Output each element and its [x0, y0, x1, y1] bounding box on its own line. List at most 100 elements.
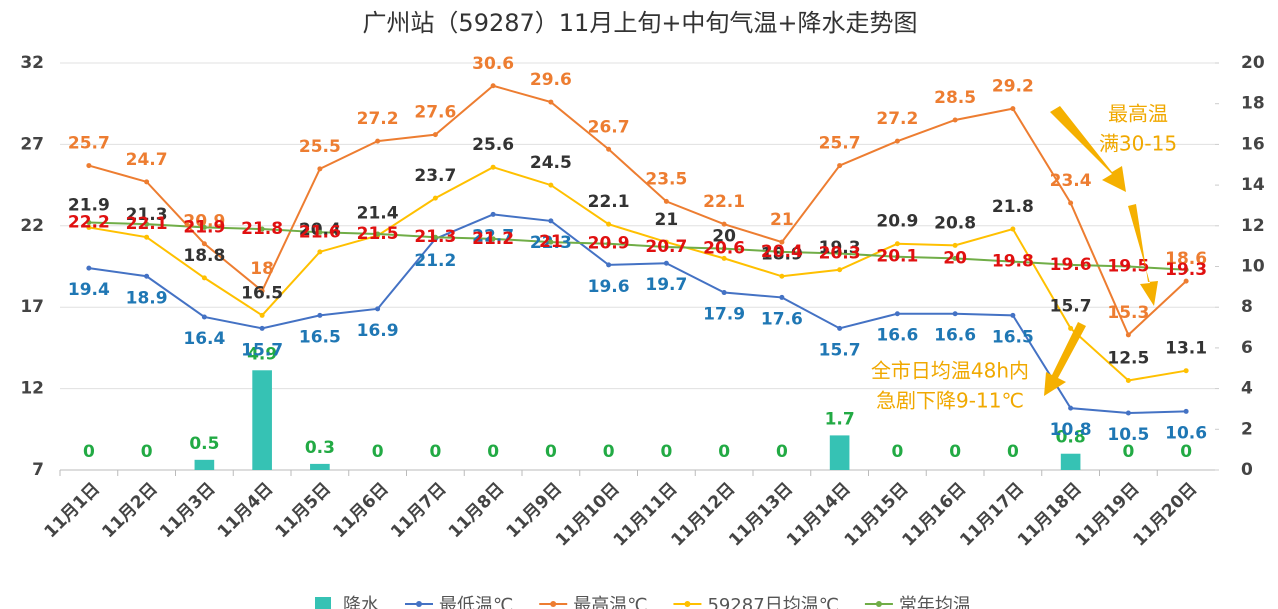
- value-label: 27.6: [414, 103, 456, 123]
- value-label: 19.8: [992, 252, 1034, 272]
- value-label: 22.1: [126, 214, 168, 234]
- point: [259, 325, 265, 331]
- value-label: 21.9: [183, 217, 225, 237]
- value-label: 0: [1122, 442, 1134, 462]
- point: [432, 132, 438, 138]
- value-label: 29.6: [530, 70, 572, 90]
- point: [779, 273, 785, 279]
- value-label: 30.6: [472, 54, 514, 74]
- point: [952, 117, 958, 123]
- point: [490, 83, 496, 89]
- value-label: 16.6: [934, 326, 976, 346]
- x-tick-label: 11月8日: [445, 479, 508, 542]
- value-label: 16.5: [992, 327, 1034, 347]
- value-label: 20.1: [876, 247, 918, 267]
- point: [1125, 264, 1131, 269]
- point: [548, 239, 554, 245]
- value-label: 23.7: [414, 166, 456, 186]
- value-label: 18.6: [1165, 249, 1207, 269]
- value-label: 27.2: [876, 109, 918, 129]
- value-label: 19.5: [1107, 257, 1149, 277]
- x-tick-label: 11月20日: [1130, 479, 1202, 551]
- value-label: 23.4: [1050, 171, 1092, 191]
- point: [86, 224, 92, 230]
- value-label: 20.8: [934, 213, 976, 233]
- value-label: 21.3: [126, 205, 168, 225]
- bar: [194, 459, 215, 470]
- value-label: 4.9: [247, 344, 277, 364]
- x-tick-label: 11月4日: [214, 479, 277, 542]
- legend-swatch: [416, 601, 422, 607]
- point: [894, 254, 900, 260]
- point: [144, 221, 150, 227]
- value-label: 21: [770, 210, 794, 230]
- value-label: 25.5: [299, 137, 341, 157]
- line: [88, 84, 1187, 337]
- value-label: 27.2: [357, 109, 399, 129]
- point: [1010, 226, 1016, 232]
- point: [1183, 408, 1189, 414]
- point: [1010, 312, 1016, 318]
- point: [1125, 377, 1131, 383]
- value-label: 19.6: [1050, 255, 1092, 275]
- point: [1125, 410, 1131, 416]
- value-label: 22.1: [703, 192, 745, 212]
- legend-swatch: [875, 601, 882, 607]
- y2-tick-label: 14: [1241, 175, 1265, 195]
- point: [606, 241, 612, 247]
- value-label: 21.8: [992, 197, 1034, 217]
- annotation: 全市日均温48h内: [871, 359, 1029, 383]
- value-label: 20.9: [183, 212, 225, 232]
- value-label: 16.4: [183, 329, 225, 349]
- value-label: 25.7: [68, 134, 110, 154]
- value-label: 22.1: [588, 192, 630, 212]
- point: [432, 195, 438, 201]
- value-label: 20.6: [703, 239, 745, 259]
- value-label: 21.2: [472, 229, 514, 249]
- point: [606, 262, 612, 268]
- y-tick-label: 17: [20, 297, 44, 317]
- y2-tick-label: 4: [1241, 379, 1253, 399]
- value-label: 1.7: [825, 409, 855, 429]
- value-label: 10.5: [1107, 425, 1149, 445]
- value-label: 15.7: [1050, 296, 1092, 316]
- value-label: 0.8: [1056, 428, 1086, 448]
- x-tick-label: 11月1日: [41, 479, 104, 542]
- value-label: 0: [718, 442, 730, 462]
- value-label: 18: [250, 259, 274, 279]
- line: [88, 213, 1187, 415]
- value-label: 15.3: [1107, 303, 1149, 323]
- value-label: 20: [943, 248, 967, 268]
- value-label: 0: [372, 442, 384, 462]
- y-tick-label: 32: [20, 53, 44, 73]
- value-label: 26.7: [588, 117, 630, 137]
- point: [663, 244, 669, 250]
- legend-swatch: [315, 597, 331, 609]
- value-label: 19.3: [819, 238, 861, 258]
- point: [663, 198, 669, 204]
- point: [894, 138, 900, 144]
- bar: [1060, 453, 1081, 470]
- value-label: 20.9: [876, 212, 918, 232]
- point: [86, 220, 92, 226]
- value-label: 10.6: [1165, 423, 1207, 443]
- arrow: [1128, 204, 1158, 306]
- point: [259, 288, 265, 294]
- value-label: 21.5: [357, 224, 399, 244]
- arrow: [1044, 322, 1086, 396]
- point: [1125, 332, 1131, 338]
- point: [1010, 106, 1016, 112]
- point: [779, 239, 785, 245]
- point: [1183, 278, 1189, 284]
- value-label: 0: [891, 442, 903, 462]
- x-tick-label: 11月6日: [329, 479, 392, 542]
- legend-label: 最高温℃: [573, 595, 647, 609]
- value-label: 19.4: [68, 280, 110, 300]
- legend: 降水 最低温℃ 最高温℃ 59287日均温℃ 常年均温: [315, 595, 971, 609]
- legend-label: 降水: [343, 595, 379, 609]
- point: [86, 163, 92, 169]
- value-label: 20.9: [588, 234, 630, 254]
- chart-title: 广州站（59287）11月上旬+中旬气温+降水走势图: [362, 9, 917, 37]
- point: [1068, 405, 1074, 411]
- point: [779, 249, 785, 255]
